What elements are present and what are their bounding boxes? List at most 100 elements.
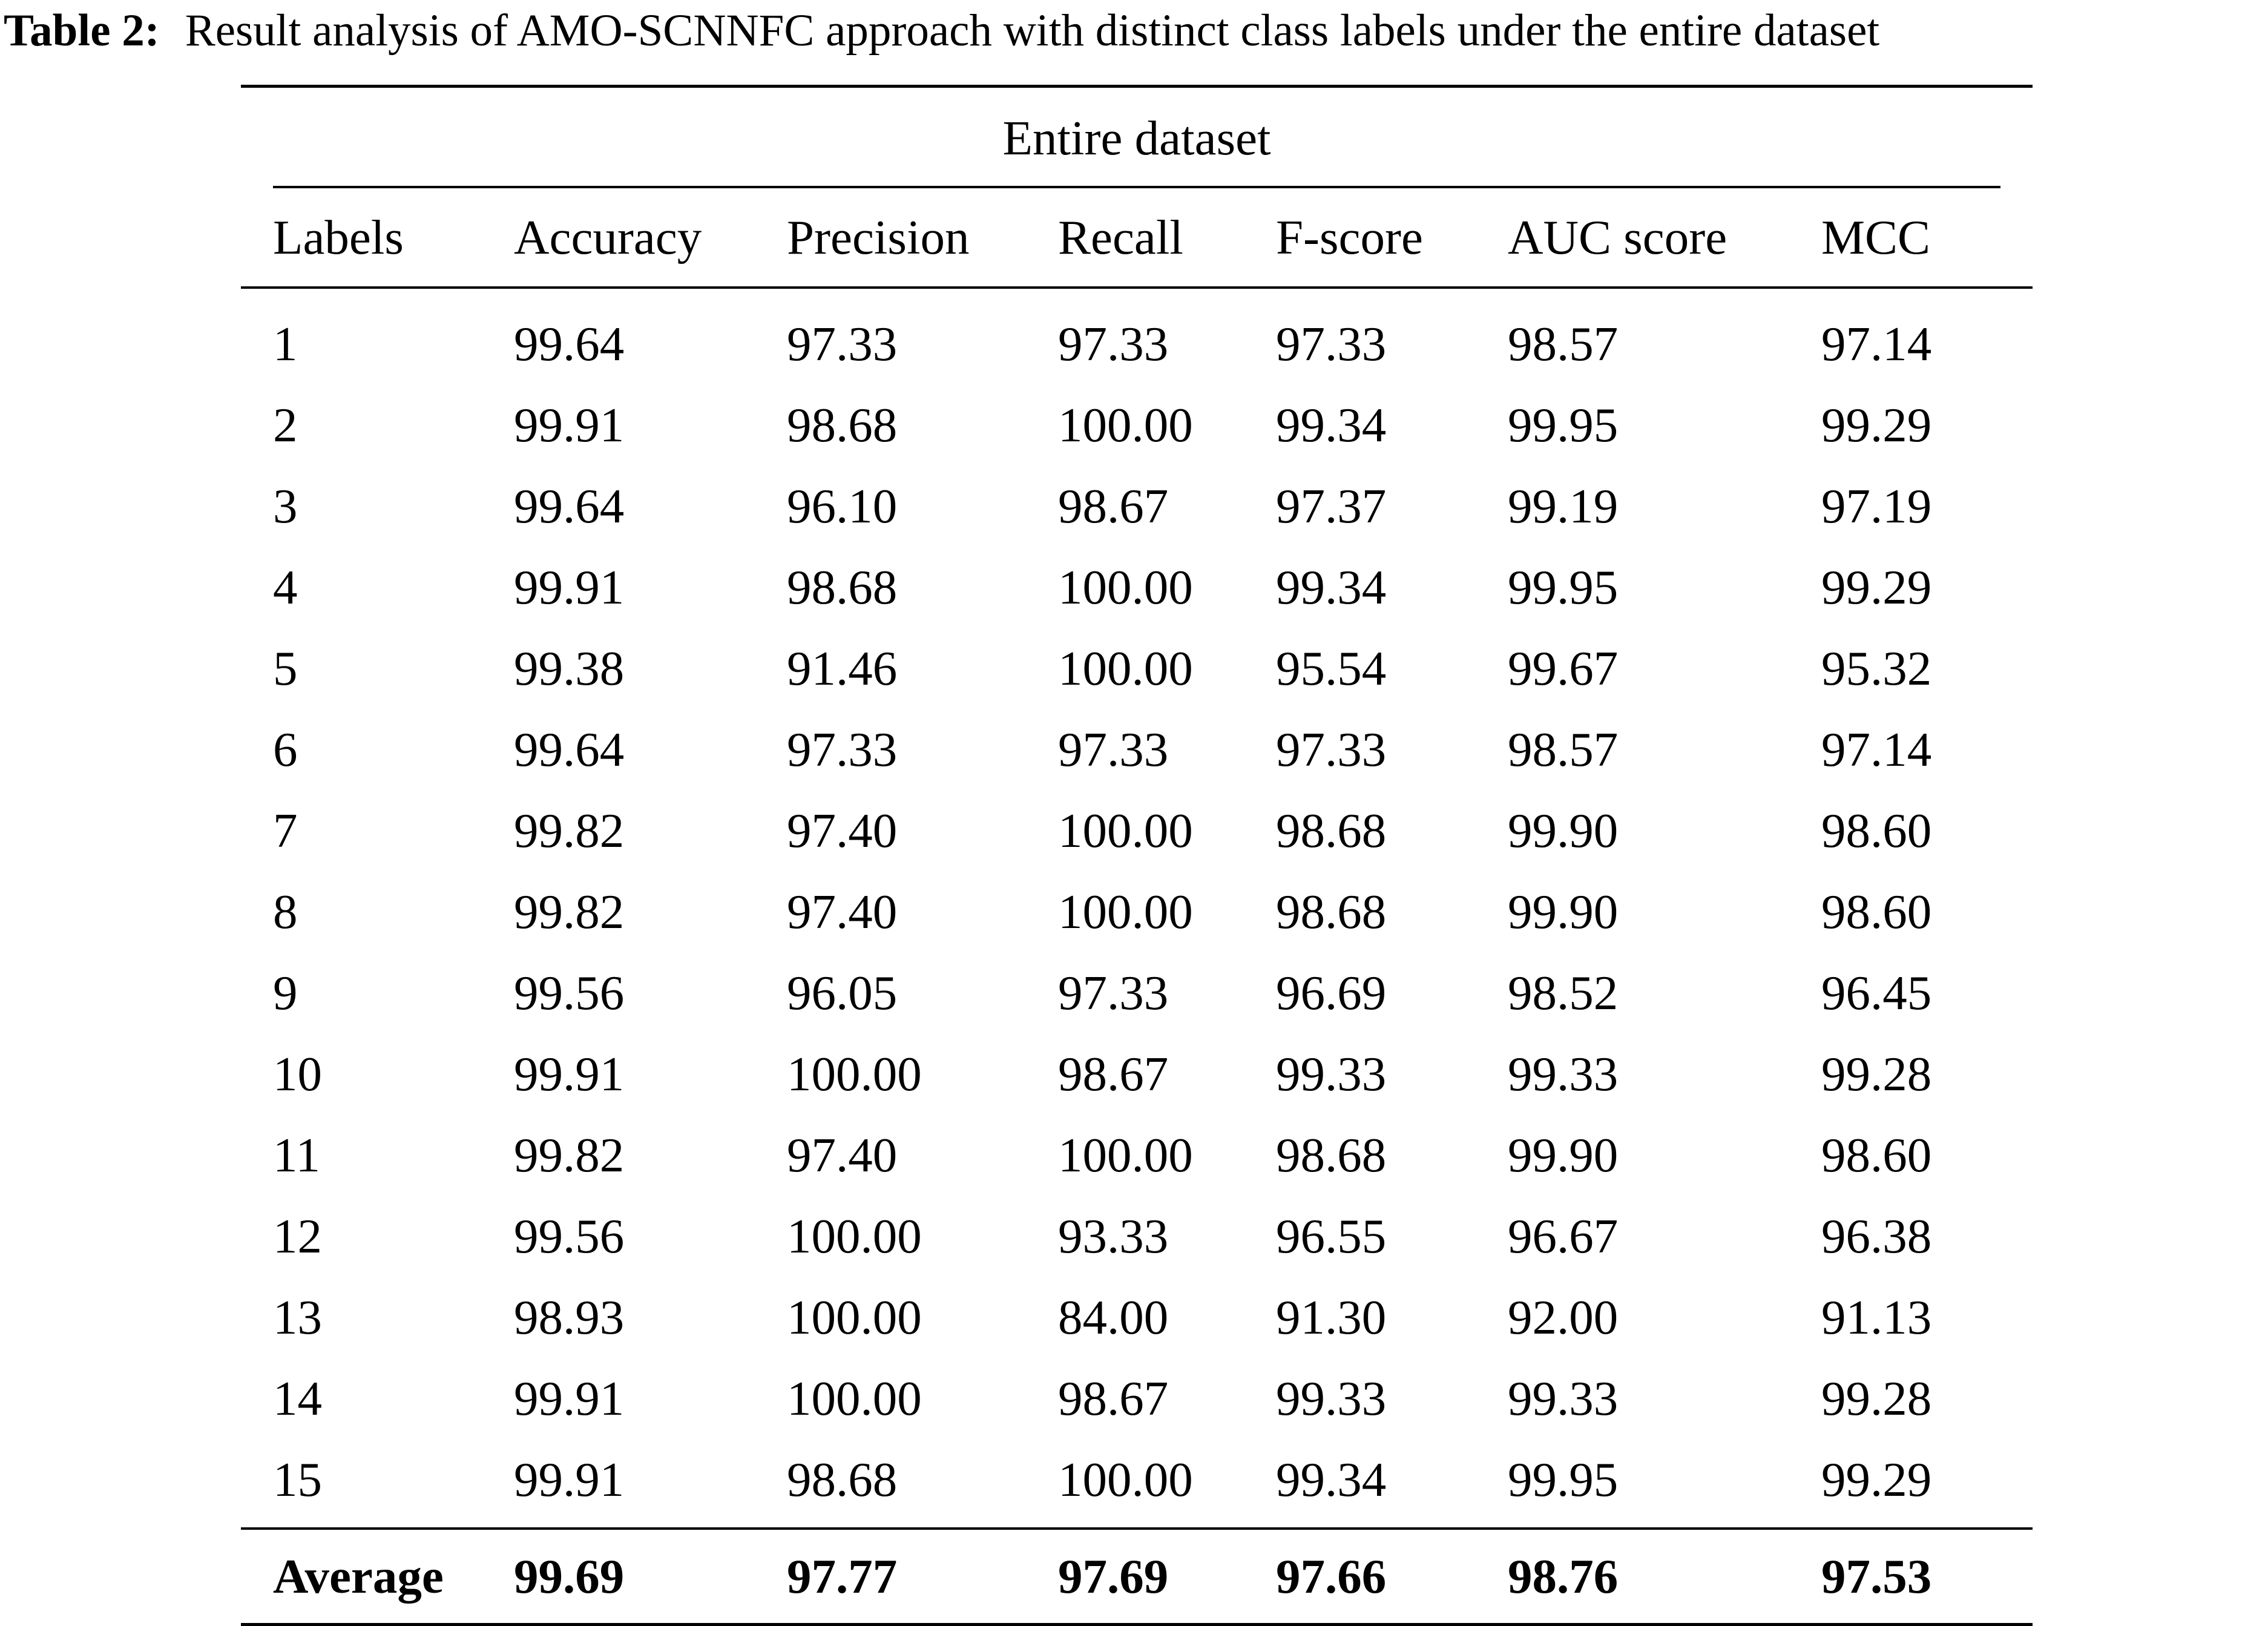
table-cell: 99.82 — [514, 884, 625, 939]
column-header: F-score — [1276, 188, 1508, 289]
table-cell: 9 — [273, 965, 298, 1020]
group-header: Entire dataset — [241, 85, 2033, 186]
table-cell: 8 — [273, 884, 298, 939]
table-cell: 100.00 — [787, 1208, 922, 1263]
table-cell: 97.33 — [1058, 965, 1169, 1020]
table-row: 6 99.64 97.33 97.33 97.33 98.57 97.14 — [241, 709, 2033, 790]
table-cell: 99.95 — [1508, 559, 1619, 614]
table-cell: 97.33 — [1276, 722, 1387, 777]
table-row: 7 99.82 97.40 100.00 98.68 99.90 98.60 — [241, 790, 2033, 871]
table-cell: 100.00 — [1058, 397, 1193, 452]
table-cell: 98.68 — [787, 559, 898, 614]
table-cell: 100.00 — [787, 1046, 922, 1101]
table-cell: 97.40 — [787, 884, 898, 939]
table-cell: 98.68 — [787, 397, 898, 452]
table-cell: 98.67 — [1058, 1371, 1169, 1426]
table-cell: 98.68 — [1276, 803, 1387, 858]
table-cell: 97.14 — [1821, 316, 1932, 371]
table-cell: 11 — [273, 1127, 320, 1182]
column-header-row: Labels Accuracy Precision Recall F-score AUC … — [241, 188, 2033, 289]
table-cell: 97.37 — [1276, 478, 1387, 533]
table-cell: 99.91 — [514, 1046, 625, 1101]
table-row: 2 99.91 98.68 100.00 99.34 99.95 99.29 — [241, 384, 2033, 466]
table-cell: 99.56 — [514, 965, 625, 1020]
table-row: 13 98.93 100.00 84.00 91.30 92.00 91.13 — [241, 1277, 2033, 1358]
table-cell: 96.55 — [1276, 1208, 1387, 1263]
average-cell: 99.69 — [514, 1527, 787, 1626]
table-row: 12 99.56 100.00 93.33 96.55 96.67 96.38 — [241, 1196, 2033, 1277]
table-cell: 91.46 — [787, 640, 898, 696]
table-cell: 99.64 — [514, 478, 625, 533]
table-cell: 98.93 — [514, 1289, 625, 1345]
table-cell: 99.95 — [1508, 397, 1619, 452]
table-cell: 99.34 — [1276, 397, 1387, 452]
average-row: Average 99.69 97.77 97.69 97.66 98.76 97.53 — [241, 1527, 2033, 1626]
table-cell: 84.00 — [1058, 1289, 1169, 1345]
table-cell: 98.67 — [1058, 1046, 1169, 1101]
table-cell: 98.68 — [1276, 1127, 1387, 1182]
table-cell: 12 — [273, 1208, 322, 1263]
table-cell: 3 — [273, 478, 298, 533]
table-cell: 98.68 — [787, 1452, 898, 1507]
table-row: 15 99.91 98.68 100.00 99.34 99.95 99.29 — [241, 1439, 2033, 1529]
table-row: 1 99.64 97.33 97.33 97.33 98.57 97.14 — [241, 288, 2033, 384]
table-cell: 98.57 — [1508, 316, 1619, 371]
table-cell: 96.10 — [787, 478, 898, 533]
table-cell: 99.29 — [1821, 1452, 1932, 1507]
table-caption-label: Table 2: — [4, 5, 160, 56]
table-cell: 99.82 — [514, 1127, 625, 1182]
average-cell: 97.77 — [787, 1527, 1058, 1626]
table-caption-text: Result analysis of AMO-SCNNFC approach w… — [185, 5, 1880, 56]
table-cell: 97.33 — [787, 722, 898, 777]
table-cell: 98.60 — [1821, 803, 1932, 858]
column-header: MCC — [1821, 188, 2033, 289]
table-cell: 98.68 — [1276, 884, 1387, 939]
table-cell: 98.57 — [1508, 722, 1619, 777]
table-cell: 5 — [273, 640, 298, 696]
table-cell: 10 — [273, 1046, 322, 1101]
results-table: Entire dataset Labels Accuracy Precision Re… — [241, 85, 2033, 1626]
table-body: 1 99.64 97.33 97.33 97.33 98.57 97.14 2 99.91 98.… — [241, 288, 2033, 1529]
table-cell: 100.00 — [787, 1371, 922, 1426]
table-cell: 99.91 — [514, 1371, 625, 1426]
average-cell: 98.76 — [1508, 1527, 1821, 1626]
table-row: 10 99.91 100.00 98.67 99.33 99.33 99.28 — [241, 1033, 2033, 1114]
group-rule — [241, 186, 2033, 188]
table-row: 5 99.38 91.46 100.00 95.54 99.67 95.32 — [241, 628, 2033, 709]
table-row: 3 99.64 96.10 98.67 97.37 99.19 97.19 — [241, 466, 2033, 547]
table-cell: 15 — [273, 1452, 322, 1507]
average-cell: Average — [241, 1527, 514, 1626]
table-cell: 100.00 — [1058, 640, 1193, 696]
table-cell: 97.33 — [1276, 316, 1387, 371]
table-cell: 96.69 — [1276, 965, 1387, 1020]
table-cell: 98.52 — [1508, 965, 1619, 1020]
results-table-container: Entire dataset Labels Accuracy Precision Re… — [241, 85, 2033, 1626]
column-header: Precision — [787, 188, 1058, 289]
table-cell: 91.13 — [1821, 1289, 1932, 1345]
table-cell: 99.56 — [514, 1208, 625, 1263]
table-caption: Table 2: Result analysis of AMO-SCNNFC ap… — [4, 4, 2264, 58]
table-cell: 100.00 — [1058, 559, 1193, 614]
table-cell: 99.90 — [1508, 1127, 1619, 1182]
table-row: 14 99.91 100.00 98.67 99.33 99.33 99.28 — [241, 1358, 2033, 1439]
table-cell: 96.45 — [1821, 965, 1932, 1020]
table-cell: 95.54 — [1276, 640, 1387, 696]
average-cell: 97.66 — [1276, 1527, 1508, 1626]
table-cell: 99.90 — [1508, 884, 1619, 939]
table-cell: 99.38 — [514, 640, 625, 696]
table-cell: 93.33 — [1058, 1208, 1169, 1263]
table-cell: 99.33 — [1276, 1371, 1387, 1426]
table-cell: 97.33 — [787, 316, 898, 371]
table-cell: 7 — [273, 803, 298, 858]
table-cell: 97.14 — [1821, 722, 1932, 777]
table-cell: 99.33 — [1276, 1046, 1387, 1101]
table-cell: 99.95 — [1508, 1452, 1619, 1507]
table-cell: 2 — [273, 397, 298, 452]
table-cell: 99.91 — [514, 1452, 625, 1507]
table-cell: 6 — [273, 722, 298, 777]
table-cell: 100.00 — [1058, 1452, 1193, 1507]
table-cell: 99.34 — [1276, 559, 1387, 614]
table-cell: 98.60 — [1821, 884, 1932, 939]
table-cell: 97.40 — [787, 803, 898, 858]
table-cell: 13 — [273, 1289, 322, 1345]
